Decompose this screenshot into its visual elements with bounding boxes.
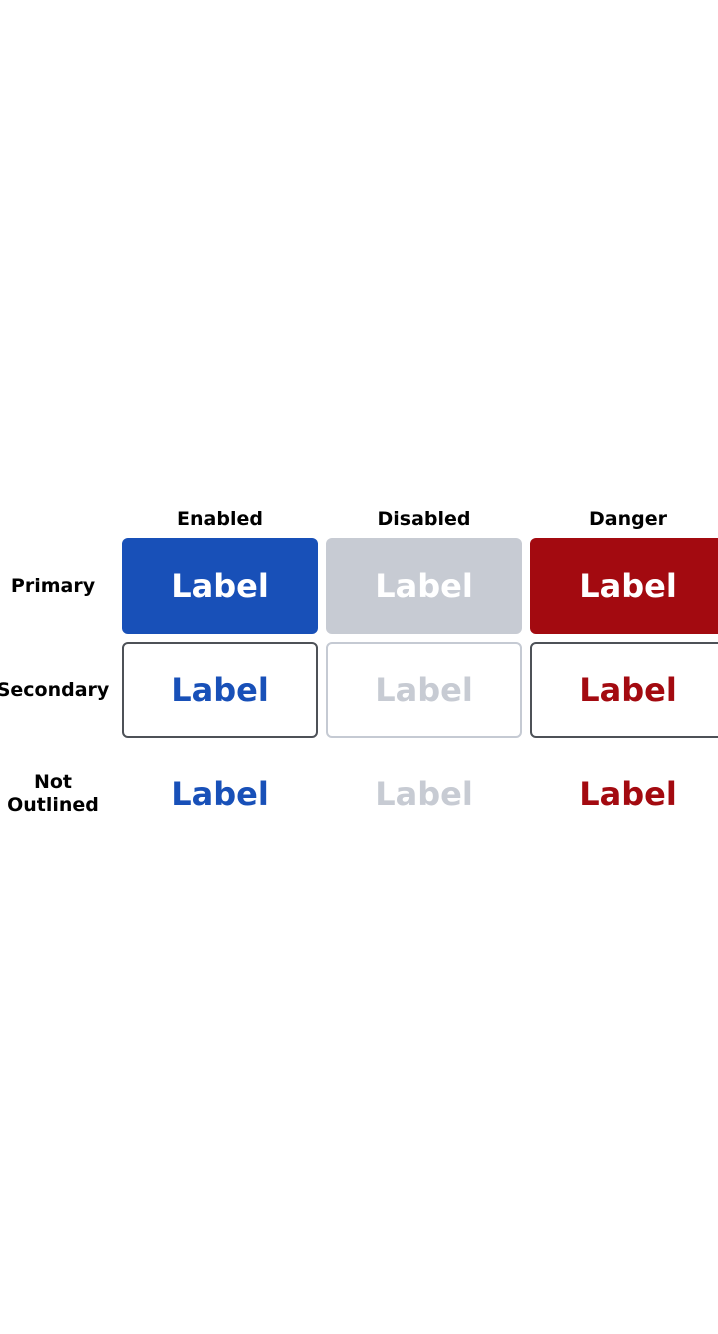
row-header-secondary: Secondary [0,642,118,738]
row-header-primary-text: Primary [10,574,96,597]
secondary-disabled-button-label: Label [375,671,473,709]
secondary-danger-button[interactable]: Label [530,642,718,738]
row-header-primary: Primary [0,538,118,634]
secondary-disabled-button: Label [326,642,522,738]
row-header-not-outlined-text: Not Outlined [7,771,99,816]
column-header-danger: Danger [589,508,667,530]
column-header-enabled: Enabled [177,508,263,530]
plain-danger-button[interactable]: Label [530,746,718,842]
primary-disabled-button-label: Label [375,567,473,605]
column-header-disabled: Disabled [377,508,471,530]
plain-enabled-button[interactable]: Label [122,746,318,842]
row-header-not-outlined: Not Outlined [0,746,118,842]
plain-danger-button-label: Label [579,775,677,813]
secondary-enabled-button[interactable]: Label [122,642,318,738]
secondary-danger-button-label: Label [579,671,677,709]
primary-enabled-button-label: Label [171,567,269,605]
plain-enabled-button-label: Label [171,775,269,813]
primary-danger-button[interactable]: Label [530,538,718,634]
primary-disabled-button: Label [326,538,522,634]
plain-disabled-button: Label [326,746,522,842]
primary-danger-button-label: Label [579,567,677,605]
plain-disabled-button-label: Label [375,775,473,813]
row-header-secondary-text: Secondary [0,678,110,701]
primary-enabled-button[interactable]: Label [122,538,318,634]
secondary-enabled-button-label: Label [171,671,269,709]
